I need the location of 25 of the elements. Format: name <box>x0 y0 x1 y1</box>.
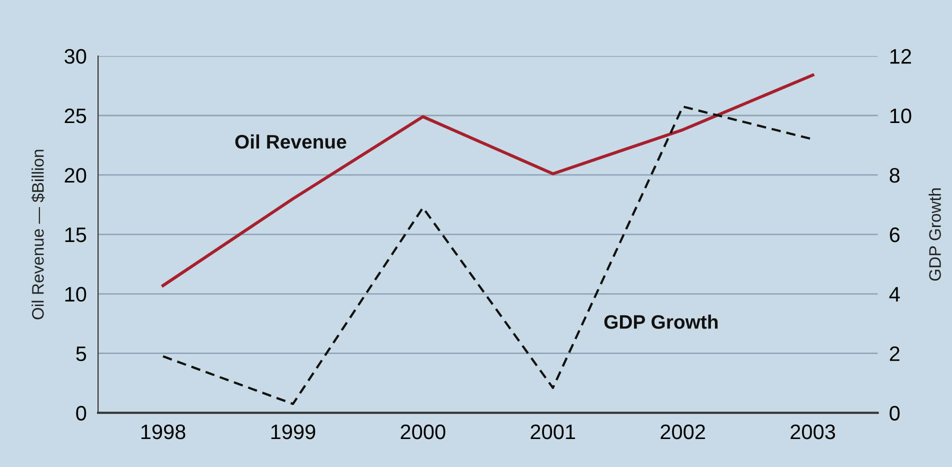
x-tick-label: 2000 <box>400 424 446 440</box>
y2-tick-label: 12 <box>890 49 911 64</box>
y-tick-label: 20 <box>64 168 86 183</box>
x-tick-label: 2002 <box>660 424 705 440</box>
y2-tick-label: 8 <box>890 168 900 183</box>
y-tick-label: 5 <box>76 346 86 362</box>
y2-tick-label: 6 <box>890 227 900 242</box>
series-label: GDP Growth <box>604 314 718 329</box>
x-tick-label: 1999 <box>271 424 316 440</box>
y2-tick-label: 10 <box>890 108 912 124</box>
y2-tick-label: 2 <box>890 346 900 361</box>
y-tick-label: 15 <box>65 228 86 242</box>
x-tick-label: 2003 <box>790 424 836 440</box>
y-tick-label: 0 <box>76 406 86 421</box>
y-axis-title: Oil Revenue — $Billion <box>31 150 45 320</box>
y-tick-label: 10 <box>65 286 86 302</box>
y2-axis-title: GDP Growth <box>928 188 941 281</box>
y-tick-label: 25 <box>64 108 86 124</box>
x-tick-label: 2001 <box>530 424 576 440</box>
y2-tick-label: 4 <box>889 287 900 302</box>
line-series <box>162 74 814 288</box>
y2-tick-label: 0 <box>890 406 900 421</box>
series-label: Oil Revenue <box>235 134 346 149</box>
y-tick-label: 30 <box>64 49 86 64</box>
x-tick-label: 1998 <box>141 424 186 440</box>
